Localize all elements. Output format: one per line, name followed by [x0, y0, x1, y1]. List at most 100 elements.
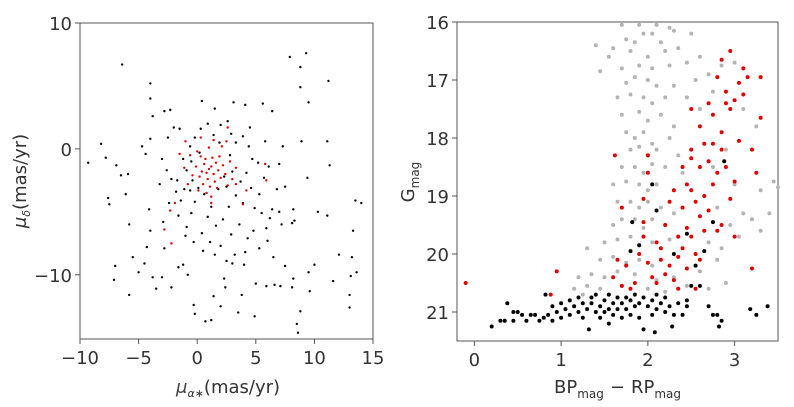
- data-point-all: [645, 118, 650, 123]
- xlabel-rp: RP: [631, 377, 655, 398]
- data-point-field: [722, 159, 727, 164]
- data-point-members: [650, 275, 655, 280]
- data-point-members: [710, 182, 715, 187]
- data-point-all: [671, 275, 676, 280]
- data-point-all: [628, 234, 633, 239]
- data-point-all: [697, 107, 702, 111]
- data-point-all: [637, 63, 642, 68]
- data-point-field: [628, 249, 633, 254]
- data-point-field: [489, 324, 494, 329]
- data-point-members: [199, 136, 202, 139]
- data-point-field: [241, 135, 245, 138]
- data-point-all: [641, 95, 646, 100]
- data-point-field: [528, 312, 533, 317]
- data-point-field: [219, 123, 222, 127]
- data-point-all: [663, 95, 668, 100]
- data-point-members: [658, 257, 663, 262]
- data-point-members: [671, 188, 676, 193]
- data-point-field: [520, 312, 525, 317]
- data-point-all: [654, 147, 659, 152]
- data-point-field: [242, 263, 246, 266]
- data-point-field: [262, 176, 266, 180]
- data-point-field: [349, 274, 352, 278]
- data-point-field: [615, 295, 620, 300]
- data-point-field: [124, 193, 127, 196]
- data-point-field: [710, 312, 715, 317]
- data-point-field: [203, 193, 206, 196]
- data-point-members: [210, 195, 213, 198]
- data-point-field: [254, 282, 257, 285]
- data-point-field: [702, 249, 707, 254]
- data-point-field: [186, 273, 190, 276]
- data-point-members: [697, 165, 702, 169]
- data-point-members: [702, 194, 707, 198]
- data-point-field: [229, 132, 233, 135]
- data-point-members: [231, 177, 234, 181]
- data-point-members: [203, 162, 206, 166]
- data-point-all: [602, 240, 607, 245]
- data-point-field: [244, 250, 247, 254]
- data-point-field: [151, 114, 154, 118]
- data-point-all: [585, 283, 590, 288]
- data-point-field: [580, 301, 585, 306]
- y-tick-label: 10: [49, 14, 72, 35]
- data-point-field: [313, 263, 316, 266]
- data-point-field: [119, 174, 123, 177]
- data-point-field: [572, 304, 577, 309]
- data-point-field: [300, 140, 303, 143]
- data-point-field: [238, 223, 241, 226]
- data-point-members: [667, 199, 672, 204]
- data-point-field: [253, 315, 256, 318]
- data-point-field: [670, 324, 675, 329]
- data-point-members: [220, 145, 224, 148]
- data-point-field: [219, 244, 222, 248]
- data-point-field: [515, 310, 520, 314]
- data-point-all: [684, 283, 689, 288]
- data-point-field: [671, 312, 676, 317]
- data-point-all: [741, 211, 746, 216]
- data-point-field: [611, 312, 616, 317]
- data-point-all: [593, 43, 598, 48]
- data-point-all: [572, 286, 577, 291]
- data-point-field: [292, 277, 295, 280]
- data-point-field: [663, 310, 668, 314]
- data-point-all: [598, 69, 603, 74]
- data-point-all: [667, 237, 672, 242]
- data-point-all: [689, 31, 694, 36]
- data-point-field: [165, 169, 168, 172]
- data-point-members: [205, 171, 208, 175]
- data-point-field: [684, 304, 689, 309]
- data-point-field: [197, 186, 200, 190]
- data-point-field: [177, 214, 180, 217]
- data-point-members: [210, 165, 213, 168]
- data-point-field: [671, 252, 676, 256]
- data-point-field: [181, 263, 185, 266]
- data-point-members: [719, 147, 724, 152]
- data-point-field: [218, 141, 221, 144]
- data-point-field: [178, 127, 181, 130]
- data-point-members: [170, 242, 173, 245]
- data-point-field: [272, 255, 275, 259]
- data-point-field: [576, 295, 581, 300]
- data-point-field: [245, 171, 248, 175]
- data-point-members: [715, 170, 720, 175]
- data-point-field: [193, 136, 197, 139]
- data-point-field: [261, 102, 265, 105]
- data-point-field: [233, 253, 236, 256]
- data-point-all: [611, 254, 616, 259]
- y-tick-label: 21: [426, 303, 449, 324]
- data-point-field: [128, 293, 131, 297]
- data-point-members: [641, 220, 646, 225]
- data-point-members: [208, 185, 212, 188]
- data-point-members: [645, 170, 650, 175]
- data-point-members: [196, 150, 199, 153]
- data-point-all: [706, 72, 711, 77]
- data-point-members: [663, 223, 668, 227]
- data-point-field: [201, 249, 205, 253]
- data-point-field: [281, 145, 284, 148]
- x-tick-label: 2: [642, 350, 653, 371]
- data-point-members: [213, 180, 216, 183]
- data-point-all: [619, 165, 624, 169]
- data-point-all: [650, 217, 655, 222]
